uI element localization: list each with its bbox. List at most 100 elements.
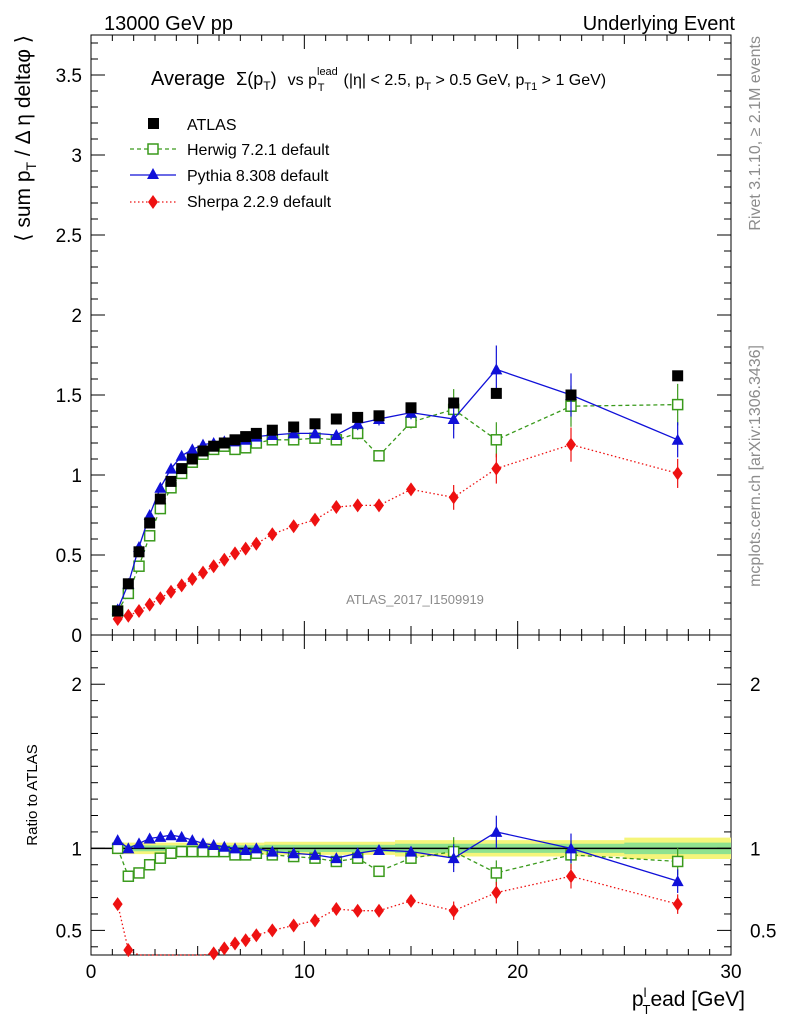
main-point-atlas: [448, 397, 460, 409]
legend-label-atlas: ATLAS: [187, 117, 237, 134]
ratio-point-herwig: [154, 852, 167, 864]
main-point-atlas: [208, 440, 220, 452]
ratio-point-pythia: [565, 842, 577, 854]
ratio-point-sherpa: [267, 923, 278, 938]
ratio-point-herwig: [490, 867, 503, 879]
main-point-pythia: [671, 433, 684, 445]
main-point-atlas: [165, 475, 177, 487]
ratio-point-sherpa: [448, 903, 459, 918]
legend-label-pythia: Pythia 8.308 default: [187, 168, 329, 185]
x-tick-label: 30: [720, 962, 741, 983]
main-point-sherpa: [155, 591, 166, 606]
main-point-pythia: [287, 427, 300, 439]
main-point-sherpa: [230, 546, 240, 561]
title-cut-mid: > 0.5 GeV, p: [431, 72, 524, 89]
title-average: Average: [151, 68, 225, 90]
main-point-pythia: [490, 363, 503, 375]
ratio-point-pythia: [122, 842, 135, 854]
ratio-point-herwig: [165, 847, 177, 860]
main-point-atlas: [373, 410, 385, 422]
ratio-point-sherpa: [310, 913, 320, 928]
ratio-y-tick-label-right: 1: [750, 839, 761, 860]
ratio-point-pythia: [165, 829, 177, 841]
main-point-sherpa: [240, 541, 251, 556]
mcplots-label: mcplots.cern.ch [arXiv:1306.3436]: [747, 345, 764, 587]
ratio-point-sherpa: [491, 885, 502, 900]
main-point-herwig: [154, 502, 167, 515]
ratio-point-pythia: [143, 832, 156, 844]
main-point-atlas: [122, 578, 134, 590]
main-point-sherpa: [352, 498, 363, 513]
ratio-y-tick-label-left: 2: [71, 675, 82, 696]
legend-label-herwig: Herwig 7.2.1 default: [187, 142, 330, 159]
main-point-atlas: [112, 605, 124, 617]
ratio-point-pythia: [351, 847, 364, 859]
ratio-point-pythia: [229, 842, 241, 854]
ratio-point-sherpa: [219, 941, 230, 956]
title-cut-sub2: T1: [524, 81, 537, 93]
y-label-a: ⟨ sum p: [12, 170, 35, 241]
axes-ticks: 0 10 20 3000.511.522.533.50.5 0.51 12 2: [56, 35, 776, 983]
main-point-sherpa: [134, 604, 144, 618]
title-vs-sup: lead: [317, 66, 338, 78]
ratio-point-sherpa: [251, 928, 262, 943]
ratio-point-sherpa: [331, 902, 342, 917]
ratio-point-pythia: [133, 837, 145, 849]
main-y-tick-label: 2: [71, 306, 82, 327]
main-point-sherpa: [251, 536, 262, 551]
title-cut-sub1: T: [424, 81, 431, 93]
ratio-y-tick-label-left: 0.5: [56, 921, 82, 942]
main-point-atlas: [218, 437, 230, 449]
ratio-point-sherpa: [406, 893, 416, 908]
ratio-point-pythia: [218, 840, 231, 852]
main-point-atlas: [176, 463, 188, 475]
y-label-b: / Δ η deltaφ ⟩: [12, 35, 35, 162]
ratio-point-pythia: [490, 825, 503, 837]
ratio-y-tick-label-right: 2: [750, 675, 761, 696]
analysis-watermark: ATLAS_2017_I1509919: [346, 592, 484, 607]
ratio-point-pythia: [405, 845, 417, 857]
ratio-point-herwig: [186, 845, 199, 858]
ratio-point-pythia: [111, 834, 124, 846]
main-y-tick-label: 0: [71, 626, 82, 647]
ratio-point-pythia: [154, 830, 167, 842]
main-point-herwig: [143, 530, 156, 542]
main-y-tick-label: 2.5: [56, 226, 82, 247]
main-point-atlas: [309, 418, 321, 430]
main-point-atlas: [133, 546, 145, 558]
title-sigma-sub: T: [263, 79, 271, 93]
main-point-herwig: [373, 450, 385, 462]
main-point-atlas: [672, 370, 684, 382]
main-point-atlas: [197, 445, 209, 457]
legend: ATLAS Herwig 7.2.1 default Pythia 8.308 …: [130, 117, 332, 211]
ratio-point-sherpa: [374, 903, 384, 918]
ratio-point-pythia: [447, 852, 460, 864]
main-point-atlas: [250, 427, 262, 439]
main-point-sherpa: [187, 572, 198, 586]
ratio-point-pythia: [373, 843, 385, 855]
legend-marker-atlas: [148, 118, 159, 129]
main-y-tick-label: 3: [71, 146, 82, 167]
title-cut-end: > 1 GeV): [537, 72, 606, 89]
title-vs: vs p: [288, 72, 317, 89]
main-point-pythia: [186, 443, 199, 455]
header-right: Underlying Event: [583, 13, 736, 35]
x-label-sub: T: [642, 1002, 650, 1017]
ratio-point-pythia: [287, 847, 300, 859]
main-point-sherpa: [208, 559, 219, 574]
ratio-y-tick-label-left: 1: [71, 839, 82, 860]
legend-label-sherpa: Sherpa 2.2.9 default: [187, 194, 332, 211]
ratio-point-herwig: [175, 845, 188, 858]
y-label-sub: T: [23, 161, 39, 170]
rivet-label: Rivet 3.1.10, ≥ 2.1M events: [747, 36, 764, 231]
main-point-herwig: [490, 434, 503, 446]
main-point-sherpa: [198, 565, 208, 580]
x-label-p: p: [632, 988, 644, 1011]
main-line-herwig: [117, 403, 678, 612]
main-point-sherpa: [491, 461, 502, 476]
main-y-label: ⟨ sum pT / Δ η deltaφ ⟩: [12, 35, 39, 242]
main-point-sherpa: [672, 466, 683, 481]
legend-item-atlas: ATLAS: [148, 117, 237, 134]
main-point-atlas: [144, 517, 156, 529]
ratio-point-sherpa: [288, 918, 299, 933]
